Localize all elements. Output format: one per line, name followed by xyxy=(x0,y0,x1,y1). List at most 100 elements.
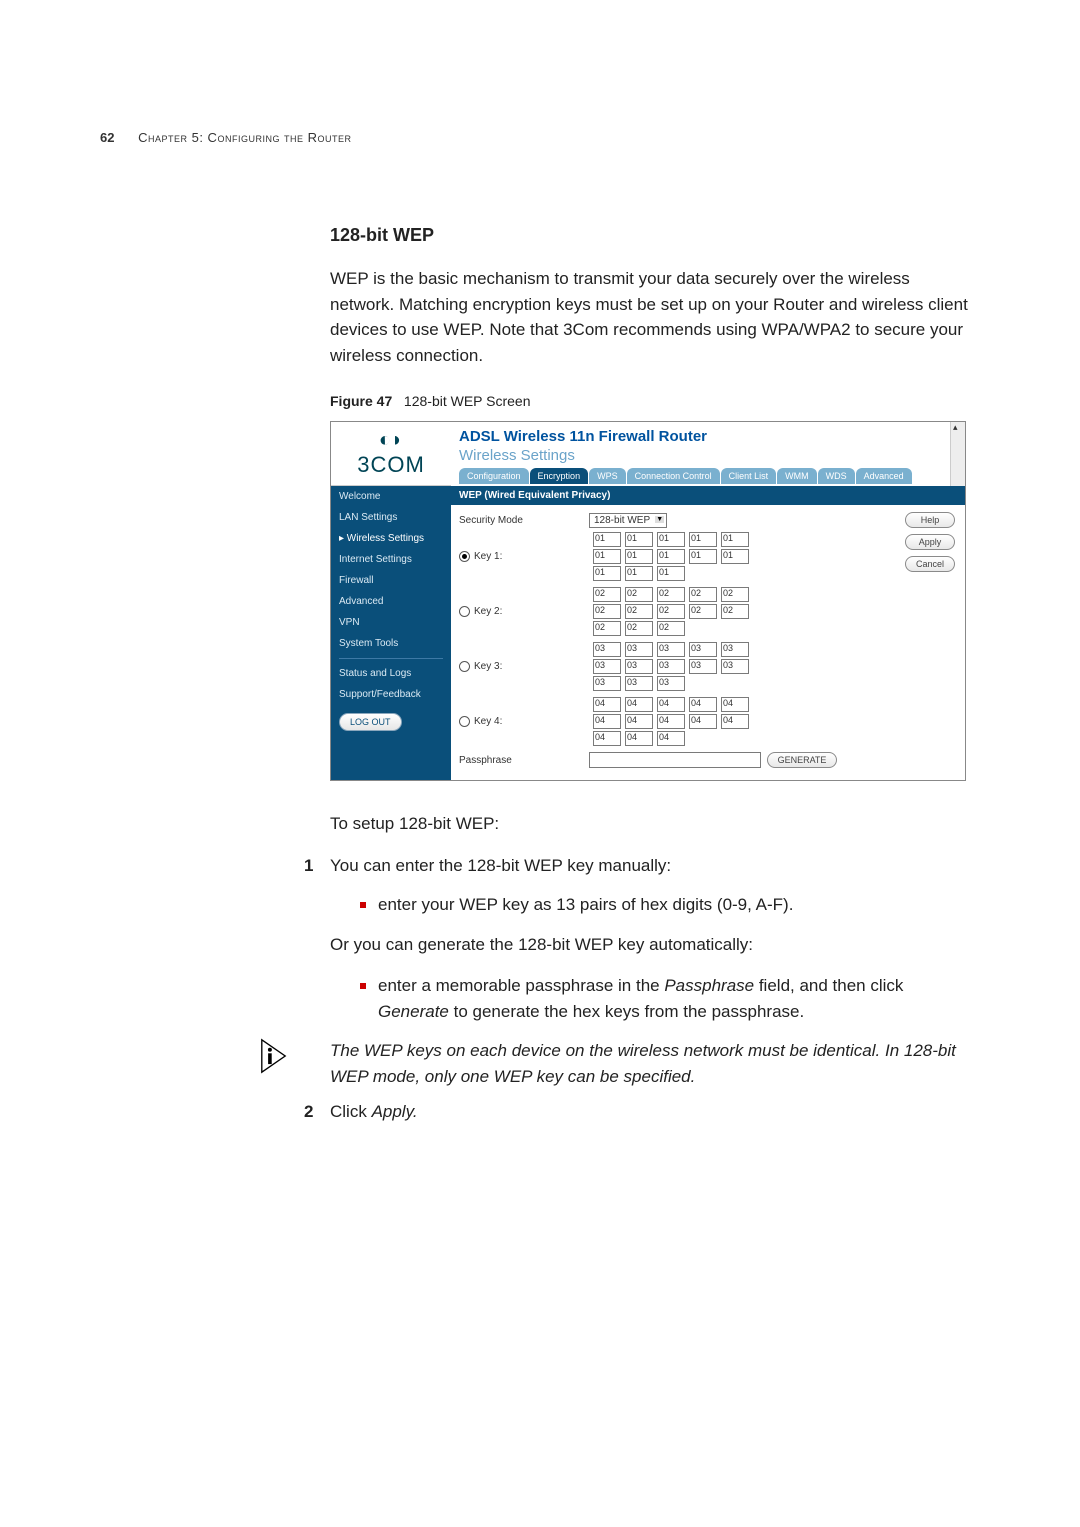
hex-input[interactable]: 01 xyxy=(689,549,717,564)
key-radio[interactable] xyxy=(459,551,470,562)
hex-input[interactable]: 03 xyxy=(721,642,749,657)
hex-input[interactable]: 03 xyxy=(593,642,621,657)
info-icon xyxy=(260,1038,300,1082)
hex-input[interactable]: 04 xyxy=(625,731,653,746)
hex-input[interactable]: 01 xyxy=(593,532,621,547)
step-2-text: Click Apply. xyxy=(330,1099,418,1125)
hex-input[interactable]: 04 xyxy=(657,697,685,712)
generate-button[interactable]: GENERATE xyxy=(767,752,838,768)
hex-input[interactable]: 01 xyxy=(657,532,685,547)
hex-input[interactable]: 02 xyxy=(625,604,653,619)
sidebar-item-advanced[interactable]: Advanced xyxy=(331,591,451,612)
hex-input[interactable]: 03 xyxy=(689,642,717,657)
hex-input[interactable]: 03 xyxy=(625,642,653,657)
hex-input[interactable]: 04 xyxy=(625,714,653,729)
figure-label: Figure 47 xyxy=(330,393,392,409)
chapter-label: Chapter 5: Configuring the Router xyxy=(138,130,351,145)
step-number-2: 2 xyxy=(304,1099,330,1125)
hex-input[interactable]: 03 xyxy=(593,676,621,691)
hex-input[interactable]: 02 xyxy=(657,604,685,619)
hex-input[interactable]: 01 xyxy=(721,532,749,547)
panel-header: WEP (Wired Equivalent Privacy) xyxy=(451,486,965,505)
hex-input[interactable]: 04 xyxy=(593,714,621,729)
hex-input[interactable]: 04 xyxy=(593,731,621,746)
subsection-title: Wireless Settings xyxy=(459,447,957,464)
hex-input[interactable]: 02 xyxy=(657,587,685,602)
hex-input[interactable]: 04 xyxy=(689,714,717,729)
hex-input[interactable]: 01 xyxy=(593,549,621,564)
hex-input[interactable]: 02 xyxy=(721,604,749,619)
hex-input[interactable]: 04 xyxy=(721,714,749,729)
logo-text: 3COM xyxy=(357,452,425,478)
hex-input[interactable]: 03 xyxy=(721,659,749,674)
tab-wds[interactable]: WDS xyxy=(818,468,855,484)
bullet-icon xyxy=(360,983,366,989)
hex-input[interactable]: 02 xyxy=(593,604,621,619)
hex-input[interactable]: 03 xyxy=(625,676,653,691)
hex-input[interactable]: 01 xyxy=(721,549,749,564)
hex-input[interactable]: 04 xyxy=(593,697,621,712)
hex-input[interactable]: 03 xyxy=(657,659,685,674)
sidebar-item-support-feedback[interactable]: Support/Feedback xyxy=(331,684,451,705)
tab-encryption[interactable]: Encryption xyxy=(530,468,589,484)
hex-input[interactable]: 02 xyxy=(593,587,621,602)
hex-input[interactable]: 04 xyxy=(657,731,685,746)
hex-input[interactable]: 03 xyxy=(625,659,653,674)
sidebar-item-firewall[interactable]: Firewall xyxy=(331,570,451,591)
hex-input[interactable]: 01 xyxy=(625,532,653,547)
security-mode-label: Security Mode xyxy=(459,515,589,526)
hex-input[interactable]: 03 xyxy=(593,659,621,674)
tab-connection-control[interactable]: Connection Control xyxy=(627,468,720,484)
hex-input[interactable]: 04 xyxy=(721,697,749,712)
sidebar-item-wireless-settings[interactable]: ▸ Wireless Settings xyxy=(331,528,451,549)
sidebar-item-vpn[interactable]: VPN xyxy=(331,612,451,633)
hex-input[interactable]: 04 xyxy=(657,714,685,729)
tab-wmm[interactable]: WMM xyxy=(777,468,817,484)
hex-input[interactable]: 03 xyxy=(689,659,717,674)
hex-input[interactable]: 01 xyxy=(689,532,717,547)
hex-input[interactable]: 02 xyxy=(625,621,653,636)
hex-input[interactable]: 02 xyxy=(721,587,749,602)
hex-input[interactable]: 03 xyxy=(657,676,685,691)
hex-input[interactable]: 02 xyxy=(689,604,717,619)
sidebar-item-system-tools[interactable]: System Tools xyxy=(331,633,451,654)
apply-button[interactable]: Apply xyxy=(905,534,955,550)
logo-symbol: ◐◗ xyxy=(379,429,403,452)
section-title: 128-bit WEP xyxy=(330,225,970,246)
hex-input[interactable]: 02 xyxy=(689,587,717,602)
key-radio[interactable] xyxy=(459,606,470,617)
hex-input[interactable]: 01 xyxy=(625,566,653,581)
setup-line: To setup 128-bit WEP: xyxy=(330,811,970,837)
cancel-button[interactable]: Cancel xyxy=(905,556,955,572)
sidebar-item-lan-settings[interactable]: LAN Settings xyxy=(331,507,451,528)
page-header: 62 Chapter 5: Configuring the Router xyxy=(100,130,980,145)
hex-input[interactable]: 03 xyxy=(657,642,685,657)
step-1-bullet-text: enter your WEP key as 13 pairs of hex di… xyxy=(378,892,793,918)
hex-input[interactable]: 02 xyxy=(625,587,653,602)
tab-configuration[interactable]: Configuration xyxy=(459,468,529,484)
key-radio[interactable] xyxy=(459,661,470,672)
step-1-bullet: enter your WEP key as 13 pairs of hex di… xyxy=(360,892,970,918)
tab-advanced[interactable]: Advanced xyxy=(856,468,912,484)
hex-input[interactable]: 01 xyxy=(657,566,685,581)
hex-input[interactable]: 02 xyxy=(657,621,685,636)
help-button[interactable]: Help xyxy=(905,512,955,528)
security-mode-select[interactable]: 128-bit WEP xyxy=(589,513,667,528)
passphrase-input[interactable] xyxy=(589,752,761,768)
tab-wps[interactable]: WPS xyxy=(589,468,626,484)
hex-input[interactable]: 01 xyxy=(593,566,621,581)
note-row: The WEP keys on each device on the wirel… xyxy=(260,1038,970,1089)
key-radio[interactable] xyxy=(459,716,470,727)
brand-logo: ◐◗ 3COM xyxy=(331,422,451,486)
logout-button[interactable]: LOG OUT xyxy=(339,713,402,731)
hex-input[interactable]: 01 xyxy=(657,549,685,564)
sidebar-item-welcome[interactable]: Welcome xyxy=(331,486,451,507)
sidebar-item-internet-settings[interactable]: Internet Settings xyxy=(331,549,451,570)
hex-input[interactable]: 02 xyxy=(593,621,621,636)
hex-input[interactable]: 04 xyxy=(625,697,653,712)
hex-input[interactable]: 01 xyxy=(625,549,653,564)
passphrase-label: Passphrase xyxy=(459,755,589,766)
sidebar-item-status-and-logs[interactable]: Status and Logs xyxy=(331,663,451,684)
tab-client-list[interactable]: Client List xyxy=(721,468,777,484)
hex-input[interactable]: 04 xyxy=(689,697,717,712)
